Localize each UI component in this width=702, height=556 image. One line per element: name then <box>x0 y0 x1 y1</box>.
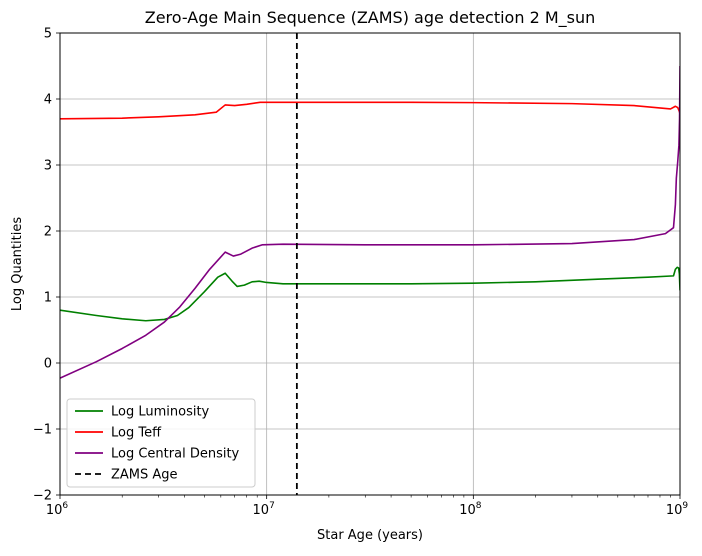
y-tick-label: 5 <box>44 27 52 42</box>
series-log-luminosity <box>60 266 680 322</box>
y-tick-label: −2 <box>33 489 52 504</box>
x-tick-label: 108 <box>459 501 482 518</box>
x-tick-label: 109 <box>666 501 689 518</box>
legend: Log Luminosity Log Teff Log Central Densit… <box>66 398 256 488</box>
y-axis-label: Log Quantities <box>10 217 25 311</box>
y-axis: −2 −1 0 1 2 3 4 5 <box>33 27 60 504</box>
y-tick-label: −1 <box>33 423 52 438</box>
legend-box <box>66 398 256 488</box>
series-log-central-density <box>60 65 680 379</box>
legend-label: Log Luminosity <box>111 405 210 420</box>
x-axis-label: Star Age (years) <box>317 528 423 543</box>
y-tick-label: 2 <box>44 225 52 240</box>
legend-label: ZAMS Age <box>111 468 178 483</box>
y-tick-label: 3 <box>44 159 52 174</box>
series-log-teff <box>60 101 680 120</box>
legend-label: Log Central Density <box>111 447 240 462</box>
plot-frame <box>59 32 681 496</box>
x-tick-label: 106 <box>46 501 69 518</box>
y-tick-label: 4 <box>44 93 52 108</box>
series-layer <box>60 33 680 495</box>
y-tick-label: 1 <box>44 291 52 306</box>
y-tick-label: 0 <box>44 357 52 372</box>
legend-label: Log Teff <box>111 426 162 441</box>
chart-title: Zero-Age Main Sequence (ZAMS) age detect… <box>145 8 596 28</box>
x-tick-label: 107 <box>253 501 275 518</box>
grid <box>59 32 681 496</box>
x-axis: 106 107 108 109 <box>46 495 689 518</box>
